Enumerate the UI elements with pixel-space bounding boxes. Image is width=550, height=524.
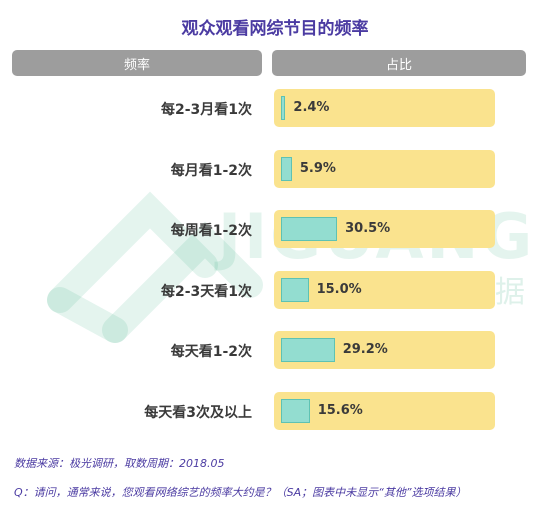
bar [281,96,286,120]
row-background [274,89,495,127]
row-background [274,270,495,309]
category-label: 每周看1-2次 [170,223,252,239]
category-label: 每天看1-2次 [170,344,252,360]
bar [281,338,335,362]
category-label: 每天看3次及以上 [144,404,252,421]
bar [281,277,309,302]
value-label: 2.4% [293,100,330,115]
share-column-header: 占比 [272,50,526,76]
category-label: 每2-3月看1次 [160,102,252,118]
question-note: Q：请问，通常来说，您观看网络综艺的频率大约是？（SA；图表中未显示“其他”选项… [14,486,467,499]
value-label: 5.9% [299,160,336,176]
bar [281,156,292,181]
category-label: 每月看1-2次 [170,162,252,179]
row-background [274,149,495,188]
value-label: 15.0% [316,281,362,297]
value-label: 29.2% [342,342,388,357]
category-label: 每2-3天看1次 [160,283,252,300]
chart-title: 观众观看网综节目的频率 [181,19,369,39]
value-label: 30.5% [345,221,391,236]
value-label: 15.6% [317,402,363,418]
source-note: 数据来源：极光调研，取数周期：2018.05 [14,457,225,470]
row-background [274,391,495,430]
frequency-column-header: 频率 [12,50,262,76]
bar [281,398,310,423]
bar [281,217,338,241]
